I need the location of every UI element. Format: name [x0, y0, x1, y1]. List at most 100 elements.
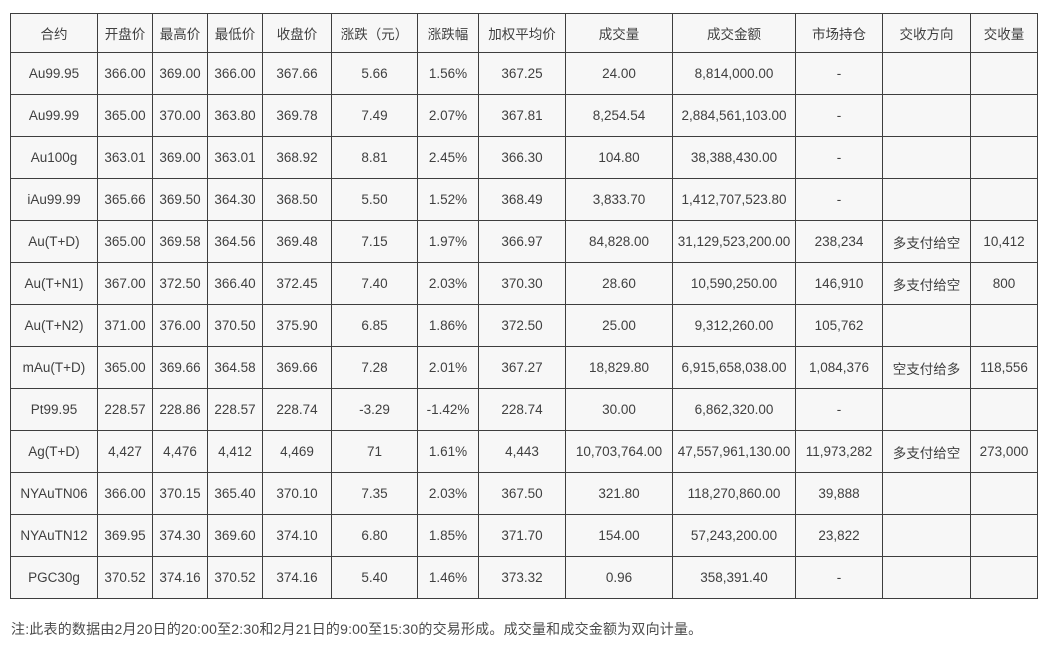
table-cell: 5.40: [331, 556, 418, 599]
table-cell: [882, 52, 971, 95]
column-header: 市场持仓: [795, 13, 883, 53]
table-cell: 370.52: [207, 556, 263, 599]
contract-cell: iAu99.99: [10, 178, 98, 221]
table-cell: 370.52: [97, 556, 153, 599]
table-cell: 366.40: [207, 262, 263, 305]
table-cell: [882, 136, 971, 179]
table-cell: 5.50: [331, 178, 418, 221]
market-data-table: 合约 开盘价 最高价 最低价 收盘价 涨跌（元） 涨跌幅 加权平均价 成交量 成交金额 市场持仓 交收…: [10, 13, 1038, 599]
table-cell: 多支付给空: [882, 262, 971, 305]
table-cell: 7.35: [331, 472, 418, 515]
table-cell: 375.90: [262, 304, 332, 347]
table-cell: 1.46%: [417, 556, 479, 599]
table-cell: 366.30: [478, 136, 566, 179]
column-header: 开盘价: [97, 13, 153, 53]
table-cell: 3,833.70: [565, 178, 673, 221]
column-header: 最低价: [207, 13, 263, 53]
table-cell: [882, 94, 971, 137]
table-cell: 1.61%: [417, 430, 479, 473]
table-cell: 376.00: [152, 304, 208, 347]
table-cell: [970, 304, 1038, 347]
table-cell: 6.80: [331, 514, 418, 557]
table-cell: 47,557,961,130.00: [672, 430, 796, 473]
table-cell: 4,476: [152, 430, 208, 473]
table-cell: 238,234: [795, 220, 883, 263]
table-cell: 25.00: [565, 304, 673, 347]
table-cell: 369.58: [152, 220, 208, 263]
table-cell: -: [795, 52, 883, 95]
table-cell: 273,000: [970, 430, 1038, 473]
contract-cell: Au(T+N2): [10, 304, 98, 347]
table-cell: 367.00: [97, 262, 153, 305]
table-cell: 372.45: [262, 262, 332, 305]
table-row: Au(T+N1) 367.00 372.50 366.40 372.45 7.40 2.03…: [10, 262, 1038, 305]
column-header: 涨跌（元）: [331, 13, 418, 53]
table-cell: 4,427: [97, 430, 153, 473]
table-cell: 1.52%: [417, 178, 479, 221]
table-row: Au(T+D) 365.00 369.58 364.56 369.48 7.15 1.97%…: [10, 220, 1038, 263]
table-cell: 7.40: [331, 262, 418, 305]
table-cell: 374.16: [262, 556, 332, 599]
table-cell: 369.95: [97, 514, 153, 557]
table-cell: 367.66: [262, 52, 332, 95]
table-cell: 7.15: [331, 220, 418, 263]
table-cell: 800: [970, 262, 1038, 305]
column-header: 合约: [10, 13, 98, 53]
table-cell: [882, 472, 971, 515]
table-cell: 154.00: [565, 514, 673, 557]
table-cell: 10,590,250.00: [672, 262, 796, 305]
table-cell: 321.80: [565, 472, 673, 515]
table-cell: 5.66: [331, 52, 418, 95]
table-cell: 2.07%: [417, 94, 479, 137]
table-cell: 6.85: [331, 304, 418, 347]
table-cell: 367.27: [478, 346, 566, 389]
table-cell: 369.00: [152, 52, 208, 95]
table-cell: 370.50: [207, 304, 263, 347]
column-header: 最高价: [152, 13, 208, 53]
table-cell: 358,391.40: [672, 556, 796, 599]
table-cell: 366.00: [97, 472, 153, 515]
contract-cell: NYAuTN12: [10, 514, 98, 557]
table-cell: 369.60: [207, 514, 263, 557]
contract-cell: Au(T+D): [10, 220, 98, 263]
table-cell: 1.86%: [417, 304, 479, 347]
table-cell: 2.03%: [417, 472, 479, 515]
column-header: 涨跌幅: [417, 13, 479, 53]
table-cell: 4,412: [207, 430, 263, 473]
table-cell: 0.96: [565, 556, 673, 599]
table-cell: 364.30: [207, 178, 263, 221]
table-cell: 10,703,764.00: [565, 430, 673, 473]
table-cell: 11,973,282: [795, 430, 883, 473]
table-cell: 2.01%: [417, 346, 479, 389]
table-cell: 2,884,561,103.00: [672, 94, 796, 137]
table-cell: -: [795, 556, 883, 599]
table-cell: 367.81: [478, 94, 566, 137]
table-cell: 371.70: [478, 514, 566, 557]
table-cell: -: [795, 388, 883, 431]
table-cell: 2.45%: [417, 136, 479, 179]
table-cell: 374.16: [152, 556, 208, 599]
contract-cell: Pt99.95: [10, 388, 98, 431]
table-row: Au99.95 366.00 369.00 366.00 367.66 5.66 1.56%…: [10, 52, 1038, 95]
table-cell: 368.49: [478, 178, 566, 221]
table-cell: 1,084,376: [795, 346, 883, 389]
table-cell: 7.49: [331, 94, 418, 137]
table-header-row: 合约 开盘价 最高价 最低价 收盘价 涨跌（元） 涨跌幅 加权平均价 成交量 成交金额 市场持仓 交收…: [10, 13, 1038, 53]
table-cell: 374.10: [262, 514, 332, 557]
table-row: Ag(T+D) 4,427 4,476 4,412 4,469 71 1.61% 4,443 1…: [10, 430, 1038, 473]
table-cell: 365.66: [97, 178, 153, 221]
table-cell: 228.74: [262, 388, 332, 431]
table-cell: [970, 556, 1038, 599]
table-cell: 369.78: [262, 94, 332, 137]
table-cell: 18,829.80: [565, 346, 673, 389]
table-cell: -: [795, 136, 883, 179]
table-cell: 364.58: [207, 346, 263, 389]
column-header: 收盘价: [262, 13, 332, 53]
table-cell: 372.50: [478, 304, 566, 347]
table-cell: 373.32: [478, 556, 566, 599]
table-cell: 10,412: [970, 220, 1038, 263]
column-header: 加权平均价: [478, 13, 566, 53]
table-row: PGC30g 370.52 374.16 370.52 374.16 5.40 1.46% 3…: [10, 556, 1038, 599]
table-cell: 228.86: [152, 388, 208, 431]
table-cell: 4,443: [478, 430, 566, 473]
